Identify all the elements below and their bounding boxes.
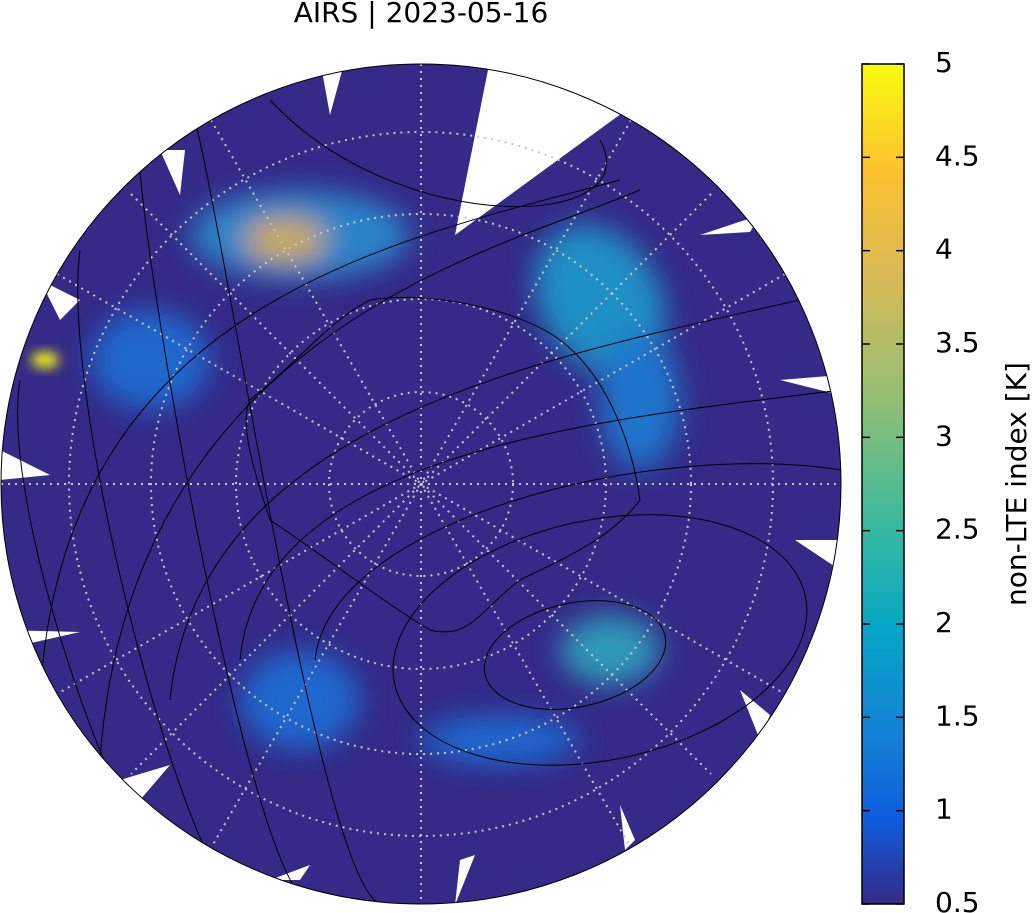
colorbar: 0.5 1 1.5 2 2.5 3 3.5 4 4.5 5 (861, 46, 980, 913)
tick-label: 2 (935, 606, 953, 639)
tick-label: 4 (935, 233, 953, 266)
tick-label: 2.5 (935, 513, 980, 546)
tick-label: 1 (935, 793, 953, 826)
tick-label: 3 (935, 419, 953, 452)
map (1, 64, 841, 904)
colorbar-label: non-LTE index [K] (1000, 362, 1032, 606)
tick-label: 5 (935, 46, 953, 79)
title: AIRS | 2023-05-16 (294, 0, 549, 29)
map-border (0, 63, 842, 905)
tick-label: 1.5 (935, 699, 980, 732)
colorbar-gradient (861, 63, 905, 905)
tick-label: 3.5 (935, 326, 980, 359)
tick-label: 0.5 (935, 886, 980, 913)
tick-label: 4.5 (935, 139, 980, 172)
